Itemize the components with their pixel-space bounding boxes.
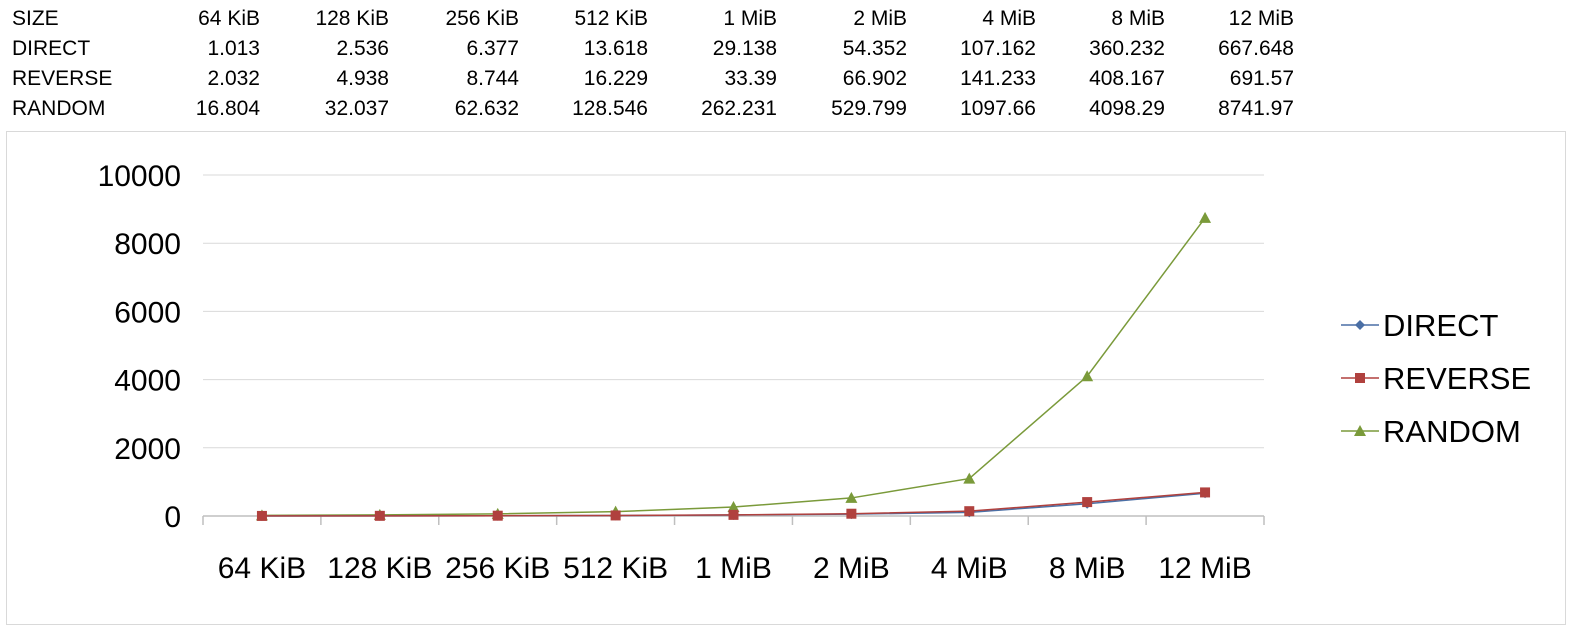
data-point-random — [1081, 370, 1094, 382]
table-column-header: 64 KiB — [198, 7, 260, 30]
table-cell: 408.167 — [1089, 67, 1165, 90]
y-tick-label: 6000 — [114, 296, 181, 329]
table-cell: 32.037 — [324, 97, 389, 120]
x-tick-label: 256 KiB — [445, 552, 550, 585]
table-cell: 62.632 — [454, 97, 519, 120]
legend-label-direct: DIRECT — [1383, 308, 1498, 343]
line-chart: 0 2000 4000 6000 8000 10000 64 KiB 128 KiB 256 K… — [98, 160, 1532, 585]
table-cell: 667.648 — [1218, 37, 1294, 60]
table-cell: 691.57 — [1229, 67, 1294, 90]
table-cell: 13.618 — [583, 37, 648, 60]
table-cell: 128.546 — [572, 97, 648, 120]
legend-label-reverse: REVERSE — [1383, 361, 1531, 396]
x-tick-label: 12 MiB — [1158, 552, 1251, 585]
table-column-header: 512 KiB — [574, 7, 648, 30]
y-tick-label: 0 — [164, 501, 181, 534]
data-point-random — [845, 491, 858, 503]
data-point-random — [963, 472, 976, 484]
x-tick-label: 1 MiB — [695, 552, 772, 585]
data-point-reverse — [374, 510, 385, 521]
table-cell: 1.013 — [207, 37, 260, 60]
x-tick-label: 64 KiB — [218, 552, 306, 585]
table-cell: 262.231 — [701, 97, 777, 120]
chart-frame: 0 2000 4000 6000 8000 10000 64 KiB 128 KiB 256 K… — [6, 131, 1566, 625]
data-point-reverse — [1200, 487, 1211, 498]
table-column-header: 128 KiB — [315, 7, 389, 30]
table-cell: 29.138 — [712, 37, 777, 60]
data-point-reverse — [728, 509, 739, 520]
table-cell: 107.162 — [960, 37, 1036, 60]
table-row-label: RANDOM — [12, 97, 106, 120]
table-header-label: SIZE — [12, 7, 59, 30]
table-cell: 4.938 — [336, 67, 389, 90]
data-point-random — [1199, 211, 1212, 223]
x-tick-label: 2 MiB — [813, 552, 890, 585]
table-cell: 2.536 — [336, 37, 389, 60]
table-column-header: 4 MiB — [982, 7, 1036, 30]
data-point-reverse — [1082, 497, 1093, 508]
table-cell: 33.39 — [724, 67, 777, 90]
table-cell: 16.229 — [583, 67, 648, 90]
data-point-reverse — [256, 510, 267, 521]
table-column-header: 12 MiB — [1228, 7, 1294, 30]
table-cell: 1097.66 — [960, 97, 1036, 120]
data-point-reverse — [964, 506, 975, 517]
table-cell: 8741.97 — [1218, 97, 1294, 120]
data-point-reverse — [492, 510, 503, 521]
y-tick-label: 4000 — [114, 365, 181, 398]
table-column-header: 2 MiB — [853, 7, 907, 30]
y-tick-label: 8000 — [114, 228, 181, 261]
x-tick-label: 8 MiB — [1049, 552, 1126, 585]
table-column-header: 256 KiB — [445, 7, 519, 30]
table-cell: 360.232 — [1089, 37, 1165, 60]
legend-marker-reverse — [1355, 373, 1365, 383]
table-cell: 4098.29 — [1089, 97, 1165, 120]
series-line-random — [261, 217, 1206, 517]
table-cell: 8.744 — [466, 67, 519, 90]
x-tick-label: 512 KiB — [563, 552, 668, 585]
data-point-random — [727, 501, 740, 513]
table-cell: 54.352 — [842, 37, 907, 60]
table-cell: 2.032 — [207, 67, 260, 90]
data-point-reverse — [846, 508, 857, 519]
legend-label-random: RANDOM — [1383, 414, 1521, 449]
table-cell: 66.902 — [842, 67, 907, 90]
table-column-header: 8 MiB — [1111, 7, 1165, 30]
table-cell: 6.377 — [466, 37, 519, 60]
table-row-label: DIRECT — [12, 37, 91, 60]
table-cell: 529.799 — [831, 97, 907, 120]
table-row-label: REVERSE — [12, 67, 113, 90]
data-point-reverse — [610, 510, 621, 521]
table-cell: 141.233 — [960, 67, 1036, 90]
x-tick-label: 4 MiB — [931, 552, 1008, 585]
table-cell: 16.804 — [195, 97, 260, 120]
x-tick-label: 128 KiB — [327, 552, 432, 585]
y-tick-label: 2000 — [114, 433, 181, 466]
table-column-header: 1 MiB — [723, 7, 777, 30]
legend-marker-direct — [1355, 320, 1365, 330]
y-tick-label: 10000 — [98, 160, 181, 193]
legend-marker-random — [1354, 425, 1366, 436]
